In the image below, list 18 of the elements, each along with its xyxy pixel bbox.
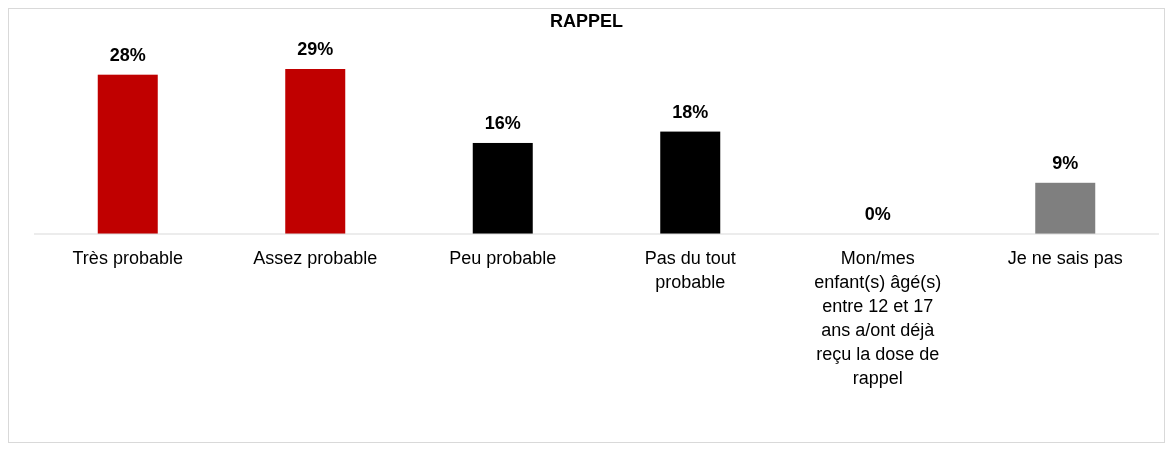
bar <box>97 74 158 234</box>
data-label: 18% <box>672 101 709 122</box>
bar <box>285 69 346 234</box>
x-tick-label: Je ne sais pas <box>1007 248 1123 268</box>
x-tick-label: Mon/mes enfant(s) âgé(s) entre 12 et 17 ans a/ont déjà reçu la dose de rappel <box>814 248 942 388</box>
bar <box>660 131 721 234</box>
chart-title: RAPPEL <box>549 11 624 32</box>
x-tick-label: Assez probable <box>253 248 378 268</box>
data-label: 16% <box>484 112 521 133</box>
data-label: 0% <box>864 204 891 224</box>
x-tick-label: Peu probable <box>449 248 557 268</box>
x-tick-label: Très probable <box>72 248 183 268</box>
data-label: 28% <box>109 44 146 65</box>
x-tick-label: Pas du tout probable <box>644 248 736 292</box>
data-label: 29% <box>297 39 334 59</box>
data-label: 9% <box>1052 152 1079 173</box>
bar <box>472 142 533 234</box>
bar <box>1035 182 1096 234</box>
